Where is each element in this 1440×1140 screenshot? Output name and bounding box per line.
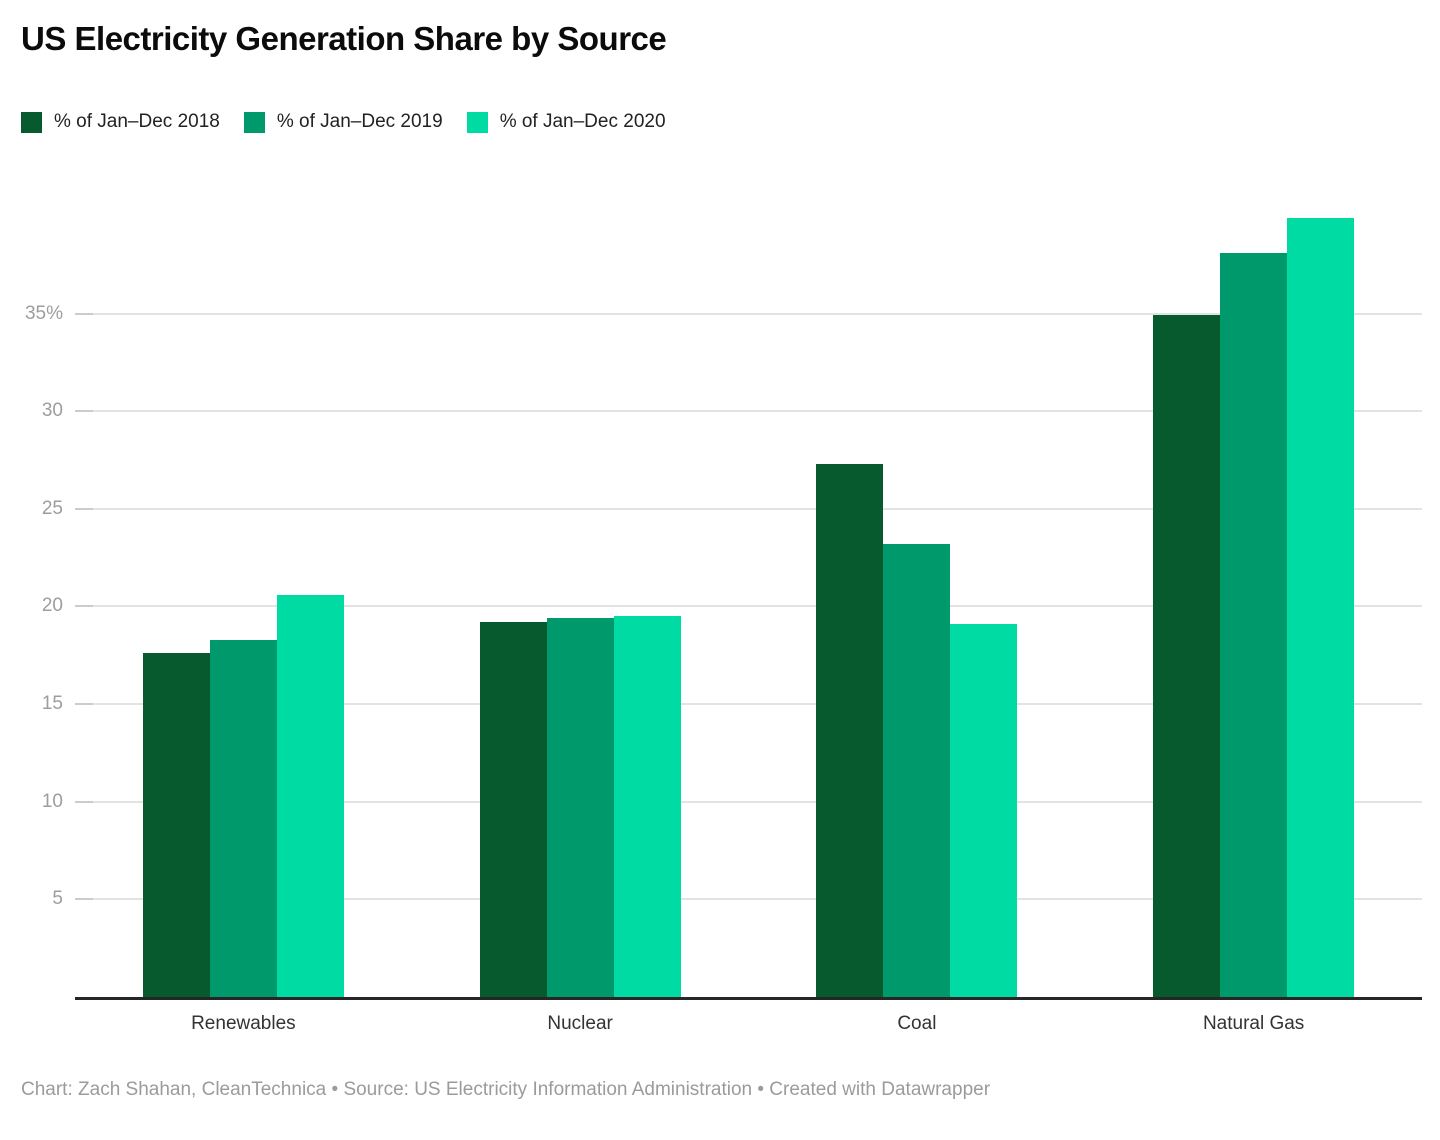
y-tick-5 (75, 898, 93, 901)
bar-renewables-2020[interactable] (276, 594, 344, 997)
y-tick-label-5: 5 (52, 888, 63, 910)
y-tick-35 (75, 312, 93, 315)
legend-item-2018: % of Jan–Dec 2018 (21, 111, 220, 133)
gridline-20 (75, 605, 1422, 608)
bar-natural-gas-2020[interactable] (1287, 217, 1355, 997)
x-category-label-natural-gas: Natural Gas (1202, 1013, 1305, 1034)
plot-area (75, 210, 1422, 1000)
chart-title: US Electricity Generation Share by Sourc… (21, 20, 667, 57)
gridline-10 (75, 800, 1422, 803)
bar-renewables-2019[interactable] (209, 639, 277, 997)
gridline-15 (75, 703, 1422, 706)
bar-coal-2019[interactable] (883, 543, 951, 997)
bar-nuclear-2020[interactable] (613, 616, 681, 997)
footer-credit: Chart: Zach Shahan, CleanTechnica • Sour… (21, 1079, 991, 1100)
y-tick-25 (75, 507, 93, 510)
gridline-35 (75, 312, 1422, 315)
y-tick-15 (75, 703, 93, 706)
gridline-30 (75, 410, 1422, 413)
legend-label-2019: % of Jan–Dec 2019 (276, 111, 443, 132)
bar-coal-2020[interactable] (950, 624, 1018, 997)
bar-natural-gas-2018[interactable] (1153, 315, 1221, 997)
legend-item-2019: % of Jan–Dec 2019 (243, 111, 443, 133)
bar-nuclear-2018[interactable] (479, 622, 547, 997)
legend-label-2018: % of Jan–Dec 2018 (54, 111, 220, 132)
legend-swatch-2019 (243, 111, 265, 133)
x-axis-line (75, 997, 1422, 1000)
bar-renewables-2018[interactable] (142, 653, 210, 997)
bar-coal-2018[interactable] (816, 463, 884, 997)
x-category-label-nuclear: Nuclear (547, 1013, 613, 1034)
gridline-25 (75, 507, 1422, 510)
y-tick-label-15: 15 (41, 693, 63, 715)
legend-item-2020: % of Jan–Dec 2020 (466, 111, 666, 133)
y-tick-label-20: 20 (41, 595, 63, 617)
x-category-label-coal: Coal (897, 1013, 937, 1034)
y-axis-labels: 5 10 15 20 25 30 35% (0, 210, 63, 1000)
y-tick-10 (75, 800, 93, 803)
y-tick-20 (75, 605, 93, 608)
legend: % of Jan–Dec 2018 % of Jan–Dec 2019 % of… (21, 111, 666, 133)
legend-label-2020: % of Jan–Dec 2020 (499, 111, 666, 132)
x-axis-labels: Renewables Nuclear Coal Natural Gas (75, 1012, 1422, 1042)
bar-nuclear-2019[interactable] (546, 618, 614, 997)
x-category-label-renewables: Renewables (191, 1013, 296, 1034)
bar-natural-gas-2019[interactable] (1220, 252, 1288, 997)
y-tick-label-35: 35% (24, 302, 63, 324)
gridline-5 (75, 898, 1422, 901)
y-tick-30 (75, 410, 93, 413)
legend-swatch-2018 (21, 111, 42, 133)
y-tick-label-25: 25 (41, 497, 63, 519)
legend-swatch-2020 (466, 111, 488, 133)
y-tick-label-10: 10 (41, 790, 63, 812)
y-tick-label-30: 30 (41, 400, 63, 422)
